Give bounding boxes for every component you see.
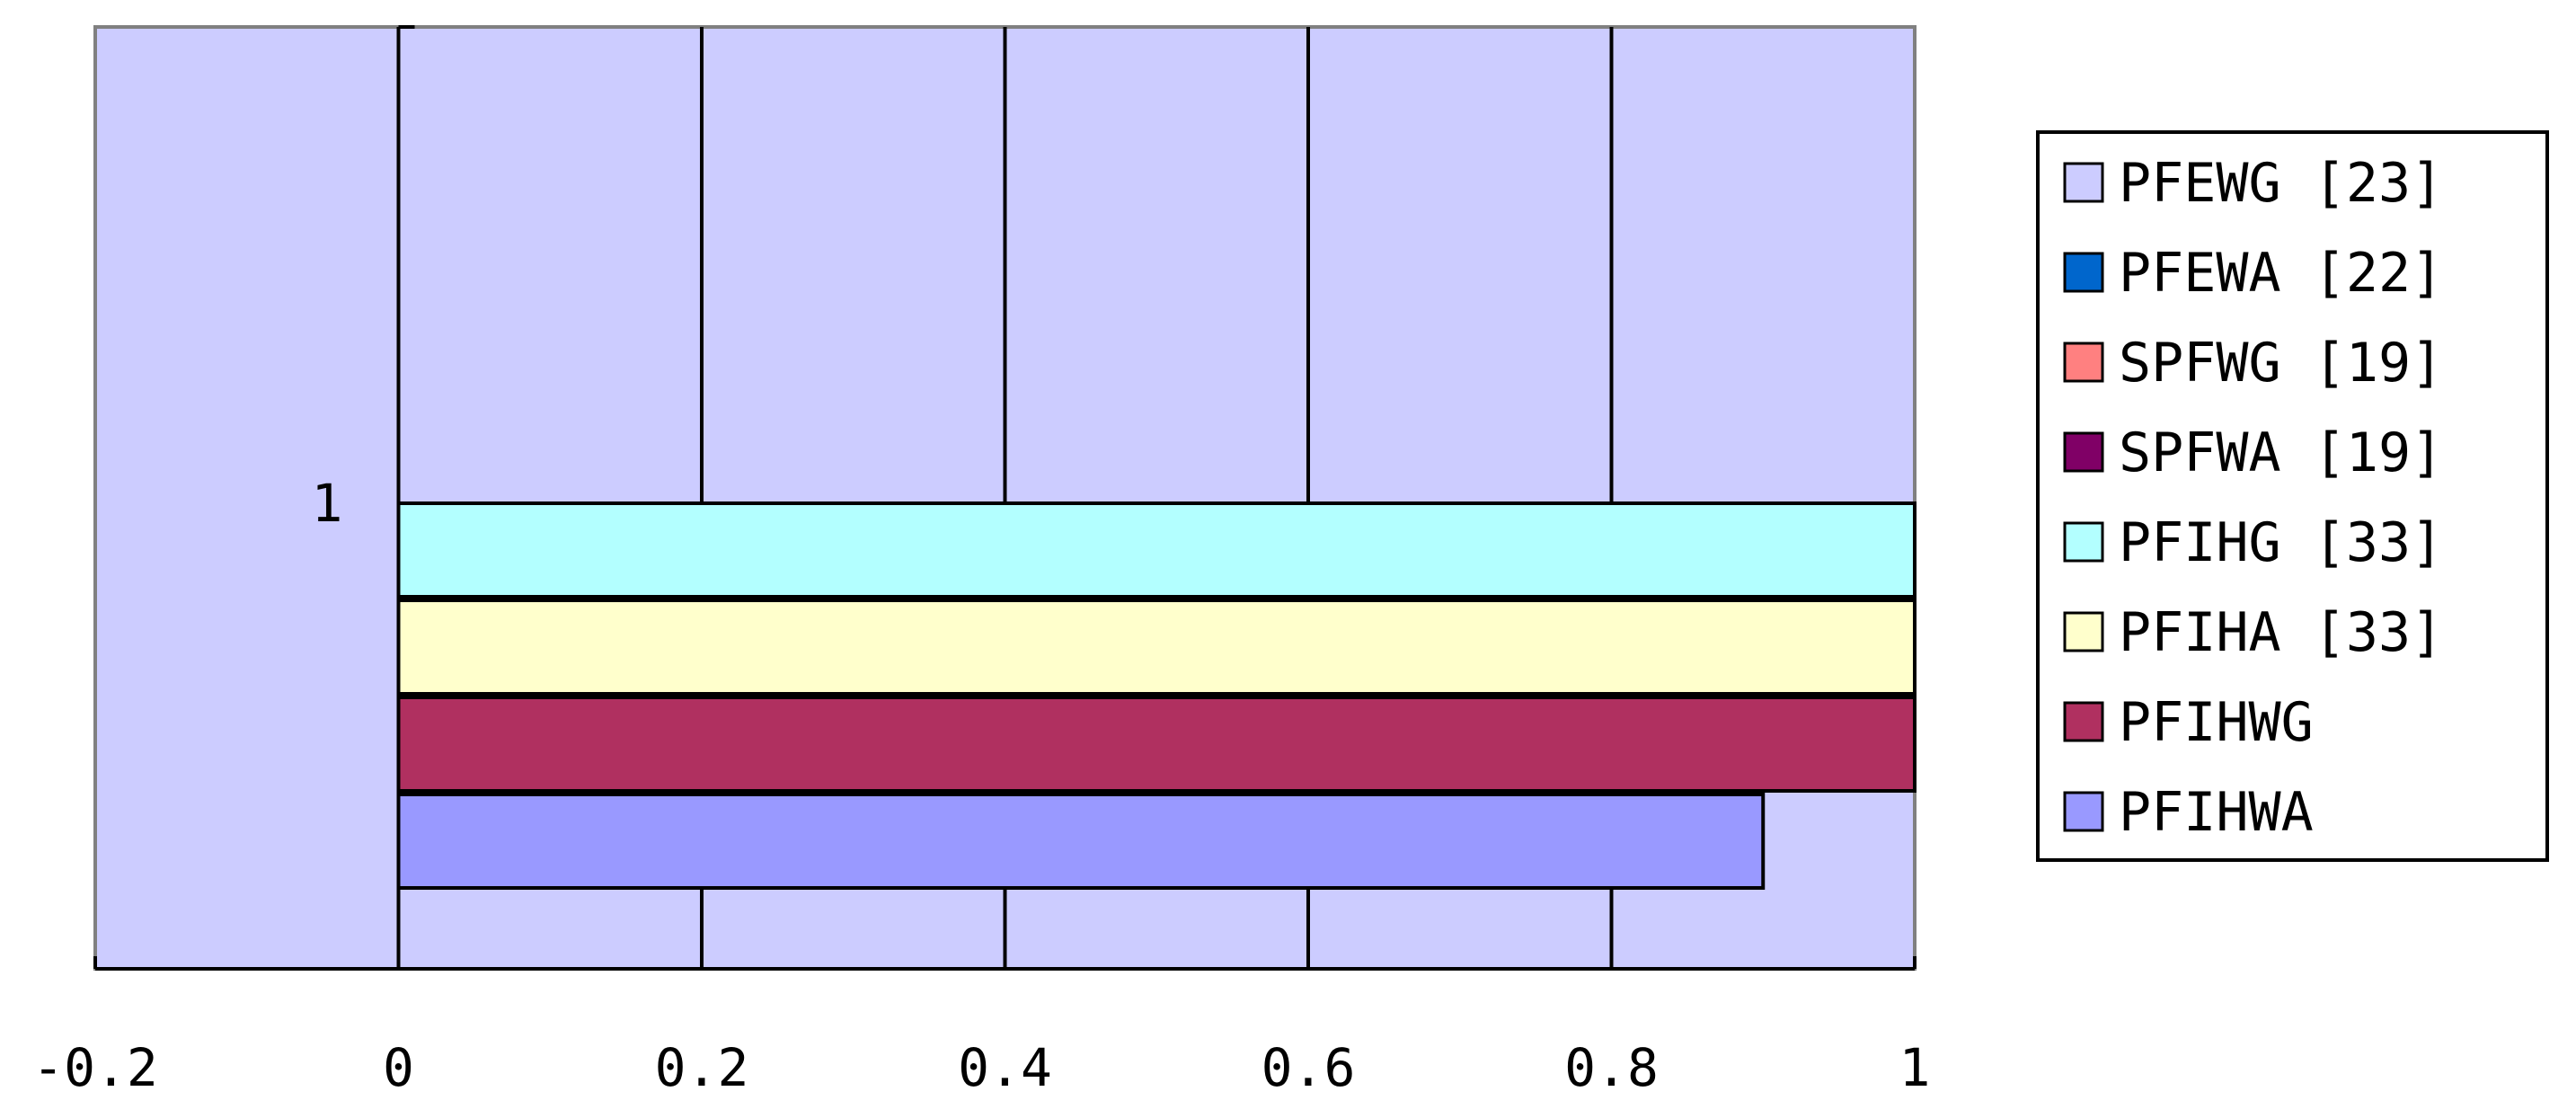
bar bbox=[396, 793, 1766, 890]
legend-swatch bbox=[2063, 791, 2104, 832]
legend-label: PFIHWG bbox=[2119, 691, 2314, 754]
legend-swatch bbox=[2063, 252, 2104, 293]
legend-swatch bbox=[2063, 342, 2104, 383]
legend-label: SPFWG [19] bbox=[2119, 332, 2443, 395]
x-tick-label: 0.8 bbox=[1564, 1037, 1659, 1098]
x-tick-label: 0.4 bbox=[958, 1037, 1052, 1098]
x-tick-label: 0.6 bbox=[1261, 1037, 1356, 1098]
x-tick-label: 0.2 bbox=[655, 1037, 749, 1098]
legend-swatch bbox=[2063, 701, 2104, 742]
bar bbox=[396, 599, 1917, 696]
legend-swatch bbox=[2063, 431, 2104, 473]
legend-swatch bbox=[2063, 611, 2104, 652]
legend-swatch bbox=[2063, 162, 2104, 203]
legend-label: PFIHWA bbox=[2119, 781, 2314, 844]
legend-swatch bbox=[2063, 521, 2104, 563]
category-label: 1 bbox=[312, 473, 343, 534]
legend-label: PFIHA [33] bbox=[2119, 601, 2443, 664]
bar bbox=[396, 696, 1917, 793]
legend-label: PFEWG [23] bbox=[2119, 152, 2443, 215]
legend-label: PFIHG [33] bbox=[2119, 511, 2443, 574]
x-tick-label: 1 bbox=[1899, 1037, 1931, 1098]
x-tick-label: -0.2 bbox=[32, 1037, 158, 1098]
legend-label: SPFWA [19] bbox=[2119, 421, 2443, 484]
legend-box bbox=[2036, 130, 2549, 862]
y-axis: 1 bbox=[312, 473, 343, 534]
legend: PFEWG [23] PFEWA [22] SPFWG [19] SPFWA [19]… bbox=[2036, 130, 2549, 862]
x-tick-label: 0 bbox=[383, 1037, 414, 1098]
bars bbox=[396, 501, 1917, 890]
legend-label: PFEWA [22] bbox=[2119, 242, 2443, 305]
bar bbox=[396, 501, 1917, 599]
